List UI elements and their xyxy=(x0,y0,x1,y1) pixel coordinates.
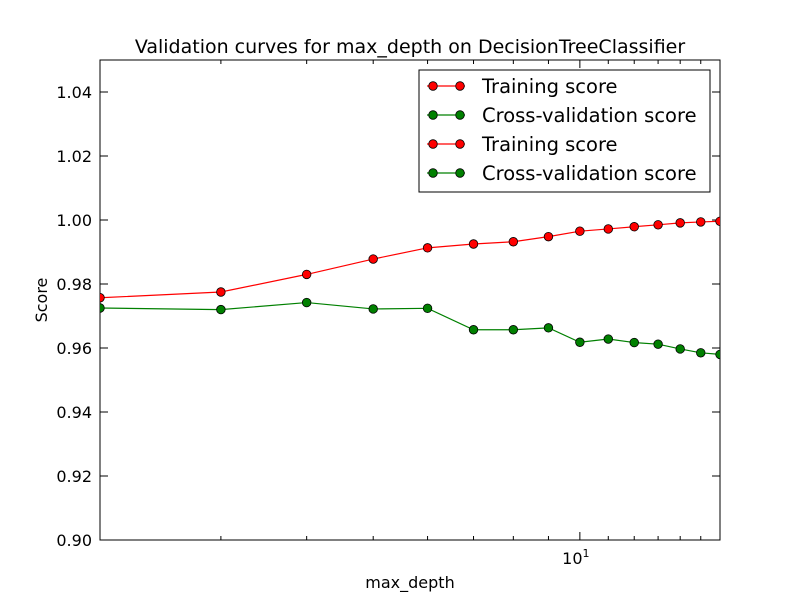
training-score-point xyxy=(629,222,639,232)
cross-validation-score-point xyxy=(468,325,479,335)
legend-label: Training score xyxy=(481,75,618,98)
y-tick-label: 1.04 xyxy=(56,83,92,102)
cross-validation-score-point xyxy=(696,348,706,358)
legend-marker xyxy=(428,139,438,149)
axis-ticks: 0.90 0.92 0.94 0.96 0.98 1.00 1.02 1.04 101 xyxy=(56,60,721,568)
x-axis-label: max_depth xyxy=(365,573,454,593)
training-score-point xyxy=(216,287,226,297)
legend-label: Cross-validation score xyxy=(482,162,697,185)
training-score-point xyxy=(603,224,613,234)
legend-marker xyxy=(428,81,438,91)
y-tick-label: 1.00 xyxy=(56,211,92,230)
legend-label: Cross-validation score xyxy=(482,104,697,127)
x-tick-exponent: 1 xyxy=(583,547,590,560)
legend-marker xyxy=(455,139,465,149)
legend-box xyxy=(418,69,711,193)
y-tick-label: 0.92 xyxy=(56,467,92,486)
cross-validation-score-point xyxy=(422,303,433,314)
training-score-point xyxy=(575,226,585,236)
training-score-point xyxy=(468,239,479,249)
cross-validation-score-point xyxy=(715,349,720,360)
training-score-point xyxy=(100,293,105,303)
legend-label: Training score xyxy=(481,133,618,156)
cross-validation-score-point xyxy=(508,325,519,335)
x-tick-base: 10 xyxy=(562,549,582,568)
training-score-point xyxy=(696,217,706,227)
legend-marker xyxy=(455,110,465,120)
y-tick-label: 0.96 xyxy=(56,339,92,358)
y-tick-label: 0.98 xyxy=(56,275,92,294)
training-score-point xyxy=(715,216,720,226)
cross-validation-score-point xyxy=(575,337,585,347)
y-tick-label: 0.94 xyxy=(56,403,92,422)
training-score-point xyxy=(422,243,433,253)
training-score-point xyxy=(653,220,663,230)
cross-validation-score-point xyxy=(301,297,312,308)
training-score-point xyxy=(675,218,685,228)
series-layer xyxy=(100,216,720,360)
x-tick-label: 101 xyxy=(562,547,589,568)
legend-marker xyxy=(428,168,438,178)
y-tick-label: 0.90 xyxy=(56,531,92,550)
y-axis-label: Score xyxy=(32,278,51,323)
legend-marker xyxy=(455,81,465,91)
cross-validation-score-point xyxy=(216,304,226,315)
training-score-point xyxy=(508,237,519,247)
legend-marker xyxy=(428,110,438,120)
training-score-point xyxy=(368,254,378,264)
cross-validation-score-point xyxy=(100,303,105,313)
cross-validation-score-point xyxy=(653,339,663,349)
chart-title: Validation curves for max_depth on Decis… xyxy=(135,36,686,58)
training-score-point xyxy=(301,269,312,280)
y-tick-label: 1.02 xyxy=(56,147,92,166)
cross-validation-score-point xyxy=(368,304,378,314)
cross-validation-score-point xyxy=(603,334,613,344)
cross-validation-score-point xyxy=(629,337,639,348)
cross-validation-score-point xyxy=(675,344,685,354)
cross-validation-score-point xyxy=(543,323,554,333)
training-score-point xyxy=(543,231,554,242)
legend-marker xyxy=(455,168,465,178)
legend: Training score Cross-validation score Trai… xyxy=(418,69,711,193)
